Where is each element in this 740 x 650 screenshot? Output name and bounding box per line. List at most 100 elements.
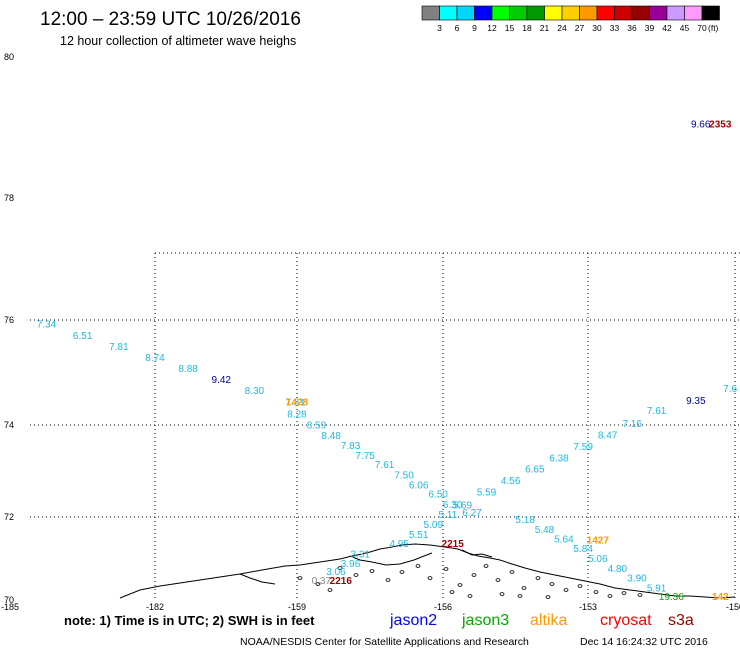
wave-height-value: 8.28	[287, 410, 307, 421]
island-shape	[483, 564, 489, 568]
wave-height-value: 3.06	[326, 567, 346, 578]
island-shape	[353, 573, 359, 577]
wave-height-value: 4.80	[608, 564, 628, 575]
lon-label: -182	[146, 602, 164, 612]
satellite-altika: altika	[530, 612, 567, 629]
lat-label: 80	[4, 52, 14, 62]
island-shape	[577, 584, 583, 588]
legend-label: 45	[680, 23, 690, 33]
legend-label: 21	[540, 23, 550, 33]
wave-height-value: 5.11	[438, 510, 457, 521]
legend-label: 24	[557, 23, 567, 33]
wave-height-value: 7.6	[723, 384, 737, 395]
legend-label: 3	[437, 23, 442, 33]
legend-label: 39	[645, 23, 655, 33]
legend-label: 33	[610, 23, 620, 33]
legend-label: 6	[455, 23, 460, 33]
legend-label: 15	[505, 23, 515, 33]
island-shape	[593, 590, 599, 594]
island-shape	[471, 573, 477, 577]
wave-height-value: 5.06	[588, 554, 608, 565]
coastline	[119, 543, 736, 599]
wave-height-value: 7.81	[109, 342, 129, 353]
lat-label: 72	[4, 512, 14, 522]
island-shape	[297, 576, 303, 580]
wave-height-value: 7.75	[355, 451, 375, 462]
island-shape	[545, 595, 551, 599]
legend-label: 9	[472, 23, 477, 33]
legend-swatch	[544, 5, 563, 21]
wave-height-value: 5.59	[477, 487, 497, 498]
legend-label: 36	[627, 23, 637, 33]
wave-height-value: 4.56	[501, 476, 521, 487]
island-shape	[427, 576, 433, 580]
island-shape	[563, 588, 569, 592]
legend-swatch	[649, 5, 668, 21]
wave-height-value: 8.59	[307, 421, 327, 432]
wave-height-value: 7.81	[285, 398, 305, 409]
wave-height-value: 7.61	[375, 460, 395, 471]
wave-height-value: 7.59	[573, 442, 593, 453]
lon-label: -159	[288, 602, 306, 612]
wave-height-value: 7.61	[647, 406, 667, 417]
wave-height-value: 5.09	[424, 520, 444, 531]
island-shape	[517, 594, 523, 598]
island-shape	[449, 590, 455, 594]
pass-time-label: 142	[712, 592, 729, 603]
legend-swatch	[684, 5, 703, 21]
wave-height-value: 8.30	[245, 386, 265, 397]
wave-height-value: 5.18	[515, 515, 535, 526]
legend-swatch	[631, 5, 650, 21]
legend-swatch	[596, 5, 615, 21]
legend-label: 18	[522, 23, 532, 33]
wave-height-value: 5.51	[409, 530, 429, 541]
note-text: note: 1) Time is in UTC; 2) SWH is in fe…	[64, 613, 315, 628]
lat-label: 78	[4, 193, 14, 203]
island-shape	[467, 594, 473, 598]
axis-labels: 80 78 76 74 72 70-185 -182 -159 -156 -153 -150	[1, 52, 740, 612]
legend-swatch	[666, 5, 685, 21]
wave-height-value: 3.31	[351, 550, 371, 561]
wave-height-value: 7.34	[37, 319, 57, 330]
legend-swatch	[526, 5, 545, 21]
wave-height-value: 6.06	[409, 480, 429, 491]
wave-height-value: 8.47	[598, 430, 618, 441]
wave-height-value: 6.38	[549, 453, 569, 464]
lat-label: 74	[4, 420, 14, 430]
graticule	[30, 252, 740, 600]
legend-swatch	[701, 5, 720, 21]
island-shape	[385, 578, 391, 582]
wave-height-value: 8.88	[178, 364, 198, 375]
island-shape	[443, 567, 449, 571]
island-shape	[549, 582, 555, 586]
island-shape	[535, 576, 541, 580]
legend-swatch	[614, 5, 633, 21]
pass-time-label: 2216	[330, 576, 353, 587]
island-shape	[399, 570, 405, 574]
wave-height-value: 4.95	[389, 539, 409, 550]
wave-height-value: 5.69	[453, 501, 473, 512]
satellite-cryosat: cryosat	[600, 612, 652, 629]
wave-height-value: 9.35	[686, 396, 706, 407]
map-subtitle: 12 hour collection of altimeter wave hei…	[60, 34, 296, 48]
satellite-jason3: jason3	[461, 612, 509, 629]
island-shape	[621, 591, 627, 595]
island-shape	[415, 564, 421, 568]
island-shape	[337, 566, 343, 570]
island-shape	[607, 594, 613, 598]
wave-height-value: 7.50	[394, 470, 414, 481]
island-shape	[369, 569, 375, 573]
wave-height-value: 5.64	[554, 535, 574, 546]
wave-height-value: 8.74	[145, 353, 165, 364]
lat-label: 76	[4, 315, 14, 325]
credit-text: NOAA/NESDIS Center for Satellite Applica…	[240, 636, 529, 648]
lon-label: -153	[579, 602, 597, 612]
legend-label: 12	[487, 23, 497, 33]
legend-swatch	[421, 5, 440, 21]
wave-height-value: 7.16	[622, 419, 642, 430]
island-shape	[315, 582, 321, 586]
wave-height-value: 19.36	[659, 592, 684, 603]
legend-swatch	[509, 5, 528, 21]
legend-swatch	[491, 5, 510, 21]
wave-height-value: 8.48	[321, 431, 341, 442]
